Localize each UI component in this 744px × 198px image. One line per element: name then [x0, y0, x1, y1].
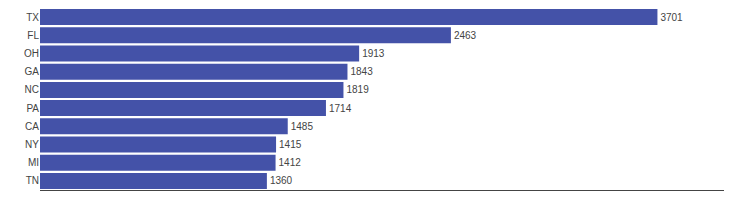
svg-text:FL: FL — [27, 30, 39, 41]
svg-text:GA: GA — [25, 66, 40, 77]
svg-text:PA: PA — [26, 103, 39, 114]
svg-text:1360: 1360 — [270, 175, 293, 186]
svg-text:3701: 3701 — [660, 12, 683, 23]
svg-text:1819: 1819 — [346, 84, 369, 95]
svg-text:NY: NY — [25, 139, 39, 150]
svg-text:OH: OH — [24, 48, 39, 59]
svg-text:1913: 1913 — [362, 48, 385, 59]
svg-text:1714: 1714 — [329, 103, 352, 114]
svg-text:1485: 1485 — [291, 121, 314, 132]
svg-text:CA: CA — [25, 121, 39, 132]
svg-text:1415: 1415 — [279, 139, 302, 150]
svg-text:1412: 1412 — [279, 157, 302, 168]
svg-text:NC: NC — [25, 84, 39, 95]
svg-text:2463: 2463 — [454, 30, 477, 41]
svg-text:TX: TX — [26, 12, 39, 23]
svg-text:MI: MI — [28, 157, 39, 168]
svg-text:1843: 1843 — [350, 66, 373, 77]
svg-text:TN: TN — [26, 175, 39, 186]
